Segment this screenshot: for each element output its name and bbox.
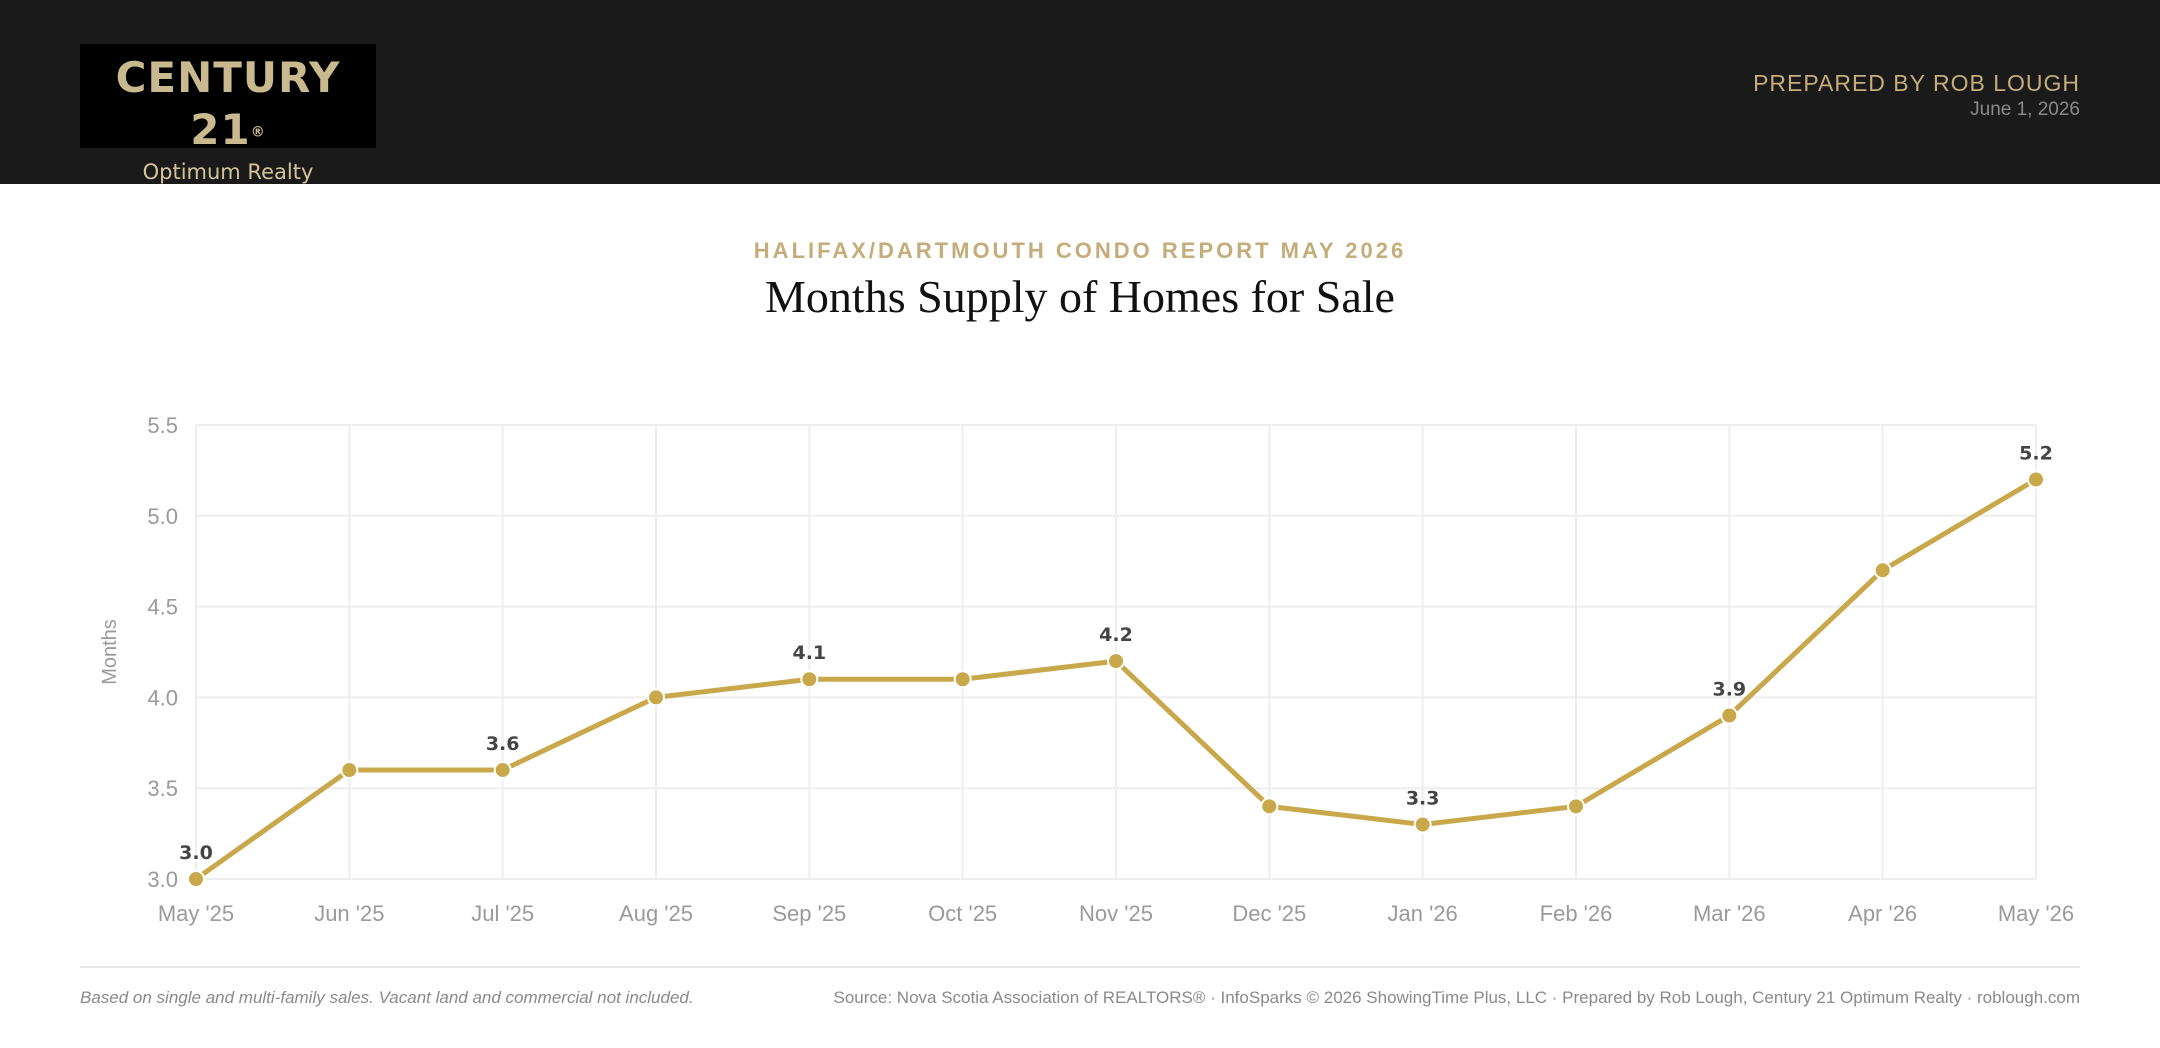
months-supply-chart: 3.0 3.5 4.0 4.5 5.0 5.5 May '25 Jun '25 Jul '25… <box>99 413 2074 926</box>
footer-source: Source: Nova Scotia Association of REALT… <box>833 988 2081 1007</box>
x-tick-label: Jun '25 <box>314 901 384 926</box>
y-axis-label: Months <box>99 619 121 685</box>
y-tick-label: 3.5 <box>147 776 178 801</box>
data-point <box>340 761 359 780</box>
logo-registered-mark: ® <box>250 124 266 141</box>
data-label: 3.3 <box>1406 788 1440 810</box>
logo-subtitle: Optimum Realty <box>142 159 314 184</box>
logo-brand-text: CENTURY 21 <box>115 53 341 154</box>
x-tick-label: Mar '26 <box>1693 901 1766 926</box>
chart-title: Months Supply of Homes for Sale <box>765 271 1395 322</box>
report-eyebrow: HALIFAX/DARTMOUTH CONDO REPORT MAY 2026 <box>753 238 1407 263</box>
y-tick-label: 5.5 <box>147 413 178 438</box>
x-tick-label: Aug '25 <box>619 901 693 926</box>
data-label: 4.1 <box>792 642 826 664</box>
data-label: 4.2 <box>1099 624 1133 646</box>
report-date: June 1, 2026 <box>1970 99 2080 120</box>
page-header: CENTURY 21® Optimum Realty PREPARED BY R… <box>0 0 2160 184</box>
x-tick-label: May '25 <box>158 901 234 926</box>
data-points <box>187 470 2045 888</box>
data-label: 3.0 <box>179 842 213 864</box>
y-tick-label: 4.0 <box>147 685 178 710</box>
data-point <box>953 670 972 689</box>
x-tick-label: Oct '25 <box>928 901 997 926</box>
data-point <box>1720 706 1739 725</box>
x-tick-label: Jul '25 <box>471 901 534 926</box>
logo-brand: CENTURY 21® <box>80 52 376 159</box>
x-tick-label: Sep '25 <box>772 901 846 926</box>
data-label: 3.9 <box>1712 679 1746 701</box>
x-tick-label: May '26 <box>1998 901 2074 926</box>
century21-logo: CENTURY 21® Optimum Realty <box>80 44 376 184</box>
chart-grid <box>195 424 2037 880</box>
x-tick-label: Feb '26 <box>1540 901 1613 926</box>
x-tick-label: Apr '26 <box>1848 901 1917 926</box>
data-labels: 3.0 3.6 4.1 4.2 3.3 3.9 5.2 <box>179 442 2053 864</box>
data-label: 3.6 <box>486 733 520 755</box>
data-point <box>800 670 819 689</box>
y-tick-label: 4.5 <box>147 595 178 620</box>
data-point <box>2027 470 2045 489</box>
data-point <box>647 688 665 707</box>
footer-divider <box>80 966 2080 968</box>
x-tick-label: Jan '26 <box>1388 901 1458 926</box>
data-point <box>187 870 205 888</box>
prepared-by: PREPARED BY ROB LOUGH <box>1753 70 2080 96</box>
data-point <box>1107 652 1125 671</box>
x-tick-label: Dec '25 <box>1232 901 1306 926</box>
data-point <box>493 761 512 780</box>
data-label: 5.2 <box>2019 442 2053 464</box>
x-tick-label: Nov '25 <box>1079 901 1153 926</box>
y-tick-label: 3.0 <box>147 867 178 892</box>
data-point <box>1873 561 1892 580</box>
data-point <box>1567 797 1585 816</box>
x-axis-ticks: May '25 Jun '25 Jul '25 Aug '25 Sep '25 Oct '… <box>158 901 2074 926</box>
y-axis-ticks: 3.0 3.5 4.0 4.5 5.0 5.5 <box>147 413 178 892</box>
prepared-block: PREPARED BY ROB LOUGH June 1, 2026 <box>1753 68 2080 122</box>
data-point <box>1413 815 1432 834</box>
data-point <box>1260 797 1279 816</box>
y-tick-label: 5.0 <box>147 504 178 529</box>
footer-note: Based on single and multi-family sales. … <box>80 988 694 1007</box>
